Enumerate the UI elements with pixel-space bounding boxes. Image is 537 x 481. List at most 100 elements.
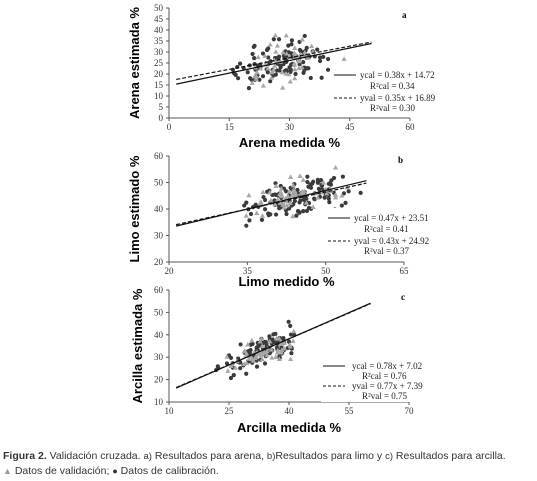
x-tick-label: 45 [345, 122, 355, 132]
equation-background [326, 208, 463, 254]
validation-point [292, 45, 298, 51]
validation-point [284, 50, 290, 56]
validation-point [332, 164, 339, 170]
validation-point [269, 69, 275, 75]
y-tick-label: 20 [154, 257, 164, 267]
y-tick-label: 30 [154, 231, 164, 241]
validation-point [302, 49, 308, 55]
calibration-point [340, 174, 345, 179]
x-tick-label: 25 [225, 406, 235, 416]
calibration-point [228, 375, 234, 381]
validation-point [299, 64, 305, 70]
validation-point [310, 204, 316, 209]
validation-point [276, 336, 282, 341]
calibration-point [292, 198, 297, 204]
calibration-point [325, 67, 331, 72]
validation-point [275, 196, 281, 202]
calibration-r2: R²cal = 0.41 [364, 224, 409, 234]
x-tick-label: 65 [400, 266, 410, 276]
calibration-point [248, 76, 253, 81]
caption-text: Validación cruzada. [46, 450, 144, 462]
validation-point [320, 179, 327, 185]
caption-c-mark: c) [385, 451, 394, 462]
calibration-point [302, 33, 307, 39]
calibration-point [259, 217, 265, 222]
validation-point [288, 356, 294, 362]
calibration-point [317, 55, 323, 60]
caption-c-text: Resultados para arcilla. [393, 450, 506, 462]
calibration-point [315, 177, 320, 182]
validation-point [303, 200, 309, 205]
validation-fit-line [176, 41, 372, 81]
validation-point [259, 356, 265, 362]
calibration-point [251, 44, 256, 50]
y-tick-label: 20 [154, 375, 164, 385]
y-tick-label: 25 [154, 58, 164, 68]
calibration-point [262, 361, 268, 366]
calibration-point [237, 61, 243, 66]
calibration-point [319, 183, 325, 188]
validation-point [291, 60, 297, 66]
validation-point [253, 73, 260, 79]
panel-label: c [401, 292, 405, 302]
calibration-point [238, 366, 243, 371]
calibration-point [247, 218, 252, 223]
validation-point [291, 50, 297, 56]
validation-equation: yval = 0.35x + 16.89 [360, 93, 436, 103]
validation-point [286, 71, 292, 77]
calibration-point [343, 200, 348, 206]
validation-point [281, 204, 287, 210]
y-tick-label: 5 [159, 102, 164, 112]
validation-point [292, 191, 298, 196]
calibration-point [238, 342, 243, 347]
validation-point [259, 343, 265, 349]
calibration-point [271, 37, 276, 42]
y-tick-label: 40 [154, 204, 164, 214]
validation-point [258, 199, 264, 204]
validation-point [267, 41, 273, 47]
validation-equation: yval = 0.43x + 24.92 [354, 236, 429, 246]
validation-point [273, 183, 279, 189]
validation-point [267, 189, 273, 195]
calibration-point [278, 65, 283, 70]
validation-point [299, 188, 305, 194]
validation-point [292, 66, 298, 72]
calibration-point [317, 58, 323, 64]
calibration-point [286, 339, 292, 344]
panel-label: b [398, 155, 403, 165]
validation-point [273, 354, 279, 359]
validation-point [246, 192, 252, 198]
calibration-point [235, 76, 241, 81]
y-tick-label: 50 [154, 178, 164, 188]
calibration-point [273, 192, 279, 198]
validation-point [289, 192, 295, 198]
x-tick-label: 15 [225, 122, 235, 132]
validation-point [315, 195, 321, 200]
calibration-point [301, 70, 306, 75]
calibration-point [289, 38, 295, 43]
validation-point [228, 363, 234, 368]
validation-point [291, 328, 297, 334]
caption-figure-label: Figura 2. [3, 450, 47, 462]
validation-r2: R²val = 0.37 [364, 246, 410, 256]
calibration-point [248, 211, 254, 217]
validation-point [275, 347, 281, 353]
calibration-equation: ycal = 0.38x + 14.72 [360, 70, 435, 80]
x-tick-label: 30 [285, 122, 295, 132]
validation-point [259, 213, 266, 218]
validation-point [283, 32, 289, 38]
x-axis-label: Arena medida % [239, 135, 341, 150]
calibration-point [289, 42, 294, 47]
calibration-point [274, 68, 280, 73]
y-tick-label: 0 [159, 113, 164, 123]
calibration-point [297, 47, 303, 53]
validation-point [280, 85, 286, 90]
validation-fit-line [175, 182, 367, 226]
validation-point [269, 355, 275, 360]
y-tick-label: 40 [154, 25, 164, 35]
validation-point [292, 188, 298, 194]
validation-point [286, 188, 292, 194]
y-tick-label: 20 [154, 69, 164, 79]
y-tick-label: 30 [154, 352, 164, 362]
